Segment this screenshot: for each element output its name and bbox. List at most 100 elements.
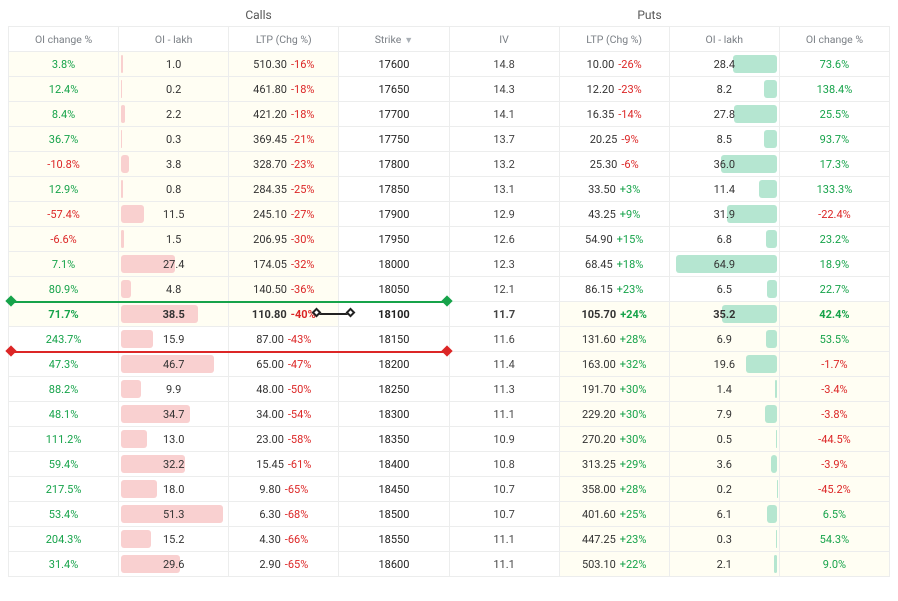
call-oi: 1.0 (119, 52, 229, 77)
table-row[interactable]: -57.4%11.5245.10-27%1790012.943.25+9%31.… (9, 202, 890, 227)
table-row[interactable]: -6.6%1.5206.95-30%1795012.654.90+15%6.82… (9, 227, 890, 252)
call-oi-change: -6.6% (9, 227, 119, 252)
strike-price[interactable]: 18450 (339, 477, 449, 502)
call-oi-change: 71.7% (9, 302, 119, 327)
put-oi: 1.4 (669, 377, 779, 402)
strike-price[interactable]: 18600 (339, 552, 449, 577)
sort-desc-icon: ▼ (404, 36, 413, 46)
table-row[interactable]: 36.7%0.3369.45-21%1775013.720.25-9%8.593… (9, 127, 890, 152)
call-oi: 51.3 (119, 502, 229, 527)
iv-value: 12.9 (449, 202, 559, 227)
put-ltp: 313.25+29% (559, 452, 669, 477)
table-row[interactable]: 47.3%46.765.00-47%1820011.4163.00+32%19.… (9, 352, 890, 377)
call-oi-change: 12.9% (9, 177, 119, 202)
iv-value: 10.7 (449, 477, 559, 502)
table-row[interactable]: 12.4%0.2461.80-18%1765014.312.20-23%8.21… (9, 77, 890, 102)
iv-value: 13.1 (449, 177, 559, 202)
put-oi: 6.9 (669, 327, 779, 352)
table-row[interactable]: 59.4%32.215.45-61%1840010.8313.25+29%3.6… (9, 452, 890, 477)
put-ltp: 229.20+30% (559, 402, 669, 427)
put-oi: 3.6 (669, 452, 779, 477)
call-ltp: 4.30-66% (229, 527, 339, 552)
col-call-oi[interactable]: OI - lakh (119, 27, 229, 52)
col-call-ltp[interactable]: LTP (Chg %) (229, 27, 339, 52)
strike-price[interactable]: 18500 (339, 502, 449, 527)
strike-price[interactable]: 17650 (339, 77, 449, 102)
col-put-oi-chg[interactable]: OI change % (779, 27, 889, 52)
put-ltp: 503.10+22% (559, 552, 669, 577)
call-oi-change: -57.4% (9, 202, 119, 227)
strike-price[interactable]: 17950 (339, 227, 449, 252)
call-oi: 15.2 (119, 527, 229, 552)
put-oi-change: 6.5% (779, 502, 889, 527)
call-ltp: 328.70-23% (229, 152, 339, 177)
strike-price[interactable]: 18300 (339, 402, 449, 427)
call-oi: 34.7 (119, 402, 229, 427)
put-oi-change: -3.4% (779, 377, 889, 402)
iv-value: 13.2 (449, 152, 559, 177)
strike-price[interactable]: 18250 (339, 377, 449, 402)
table-row[interactable]: 53.4%51.36.30-68%1850010.7401.60+25%6.16… (9, 502, 890, 527)
strike-price[interactable]: 18400 (339, 452, 449, 477)
table-row[interactable]: 3.8%1.0510.30-16%1760014.810.00-26%28.47… (9, 52, 890, 77)
strike-price[interactable]: 18050 (339, 277, 449, 302)
strike-price[interactable]: 17750 (339, 127, 449, 152)
call-oi: 1.5 (119, 227, 229, 252)
call-ltp: 140.50-36% (229, 277, 339, 302)
table-row[interactable]: 111.2%13.023.00-58%1835010.9270.20+30%0.… (9, 427, 890, 452)
call-oi: 27.4 (119, 252, 229, 277)
table-row[interactable]: 204.3%15.24.30-66%1855011.1447.25+23%0.3… (9, 527, 890, 552)
strike-price[interactable]: 18150 (339, 327, 449, 352)
call-ltp: 284.35-25% (229, 177, 339, 202)
put-oi-change: 23.2% (779, 227, 889, 252)
call-ltp: 15.45-61% (229, 452, 339, 477)
call-ltp: 6.30-68% (229, 502, 339, 527)
call-ltp: 174.05-32% (229, 252, 339, 277)
strike-price[interactable]: 17850 (339, 177, 449, 202)
strike-price[interactable]: 18000 (339, 252, 449, 277)
strike-price[interactable]: 18550 (339, 527, 449, 552)
call-ltp: 34.00-54% (229, 402, 339, 427)
put-ltp: 86.15+23% (559, 277, 669, 302)
strike-price[interactable]: 18100 (339, 302, 449, 327)
put-oi: 6.5 (669, 277, 779, 302)
table-row[interactable]: 12.9%0.8284.35-25%1785013.133.50+3%11.41… (9, 177, 890, 202)
table-row[interactable]: 88.2%9.948.00-50%1825011.3191.70+30%1.4-… (9, 377, 890, 402)
calls-title: Calls (8, 8, 449, 22)
col-call-oi-chg[interactable]: OI change % (9, 27, 119, 52)
table-row[interactable]: 71.7%38.5110.80-40%1810011.7105.70+24%35… (9, 302, 890, 327)
put-oi-change: -44.5% (779, 427, 889, 452)
call-oi-change: 12.4% (9, 77, 119, 102)
call-oi-change: 59.4% (9, 452, 119, 477)
table-row[interactable]: 7.1%27.4174.05-32%1800012.368.45+18%64.9… (9, 252, 890, 277)
strike-price[interactable]: 17600 (339, 52, 449, 77)
iv-value: 11.6 (449, 327, 559, 352)
put-oi: 8.2 (669, 77, 779, 102)
table-row[interactable]: -10.8%3.8328.70-23%1780013.225.30-6%36.0… (9, 152, 890, 177)
put-oi: 0.5 (669, 427, 779, 452)
table-row[interactable]: 80.9%4.8140.50-36%1805012.186.15+23%6.52… (9, 277, 890, 302)
call-ltp: 48.00-50% (229, 377, 339, 402)
col-iv[interactable]: IV (449, 27, 559, 52)
table-row[interactable]: 243.7%15.987.00-43%1815011.6131.60+28%6.… (9, 327, 890, 352)
strike-price[interactable]: 17700 (339, 102, 449, 127)
call-oi: 3.8 (119, 152, 229, 177)
table-row[interactable]: 48.1%34.734.00-54%1830011.1229.20+30%7.9… (9, 402, 890, 427)
table-row[interactable]: 8.4%2.2421.20-18%1770014.116.35-14%27.82… (9, 102, 890, 127)
call-oi-change: 243.7% (9, 327, 119, 352)
table-row[interactable]: 217.5%18.09.80-65%1845010.7358.00+28%0.2… (9, 477, 890, 502)
strike-price[interactable]: 18350 (339, 427, 449, 452)
call-oi: 46.7 (119, 352, 229, 377)
put-ltp: 16.35-14% (559, 102, 669, 127)
call-ltp: 461.80-18% (229, 77, 339, 102)
col-put-oi[interactable]: OI - lakh (669, 27, 779, 52)
call-oi-change: 111.2% (9, 427, 119, 452)
col-strike[interactable]: Strike▼ (339, 27, 449, 52)
strike-price[interactable]: 17800 (339, 152, 449, 177)
table-row[interactable]: 31.4%29.62.90-65%1860011.1503.10+22%2.19… (9, 552, 890, 577)
col-put-ltp[interactable]: LTP (Chg %) (559, 27, 669, 52)
strike-price[interactable]: 17900 (339, 202, 449, 227)
strike-price[interactable]: 18200 (339, 352, 449, 377)
iv-value: 10.8 (449, 452, 559, 477)
put-ltp: 12.20-23% (559, 77, 669, 102)
